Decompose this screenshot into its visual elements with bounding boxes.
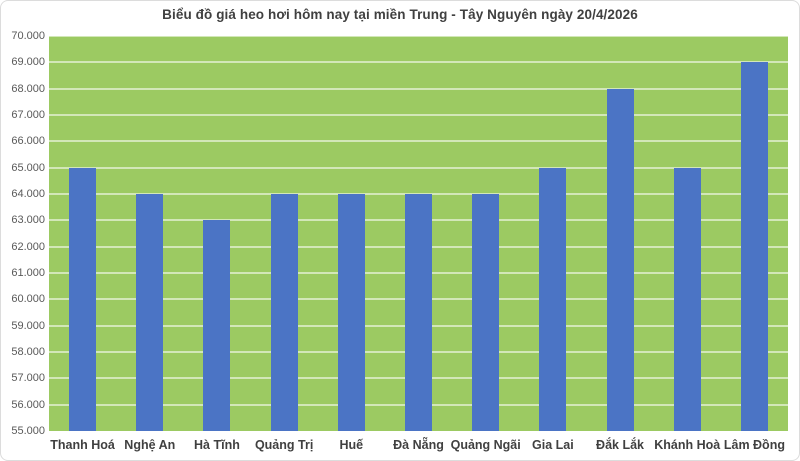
y-tick-label: 63.000: [11, 214, 45, 227]
gridline: [49, 35, 788, 37]
y-tick-label: 66.000: [11, 135, 45, 148]
chart-title: Biểu đồ giá heo hơi hôm nay tại miền Tru…: [162, 7, 638, 22]
gridline: [49, 87, 788, 90]
bar-Huế: [338, 194, 365, 431]
y-tick-label: 59.000: [11, 319, 45, 332]
bar-Đà Nẵng: [405, 194, 432, 431]
y-tick-label: 58.000: [11, 346, 45, 358]
x-tick-label: Gia Lai: [532, 438, 574, 452]
x-tick-label: Thanh Hoá: [50, 438, 115, 452]
bar-Thanh Hoá: [69, 168, 96, 431]
bar-Hà Tĩnh: [203, 220, 230, 431]
x-tick-label: Đắk Lắk: [596, 438, 645, 452]
y-tick-label: 57.000: [11, 372, 45, 385]
y-tick-label: 56.000: [11, 398, 45, 411]
x-tick-label: Hà Tĩnh: [194, 438, 240, 452]
bar-Quảng Trị: [271, 194, 298, 431]
x-tick-label: Đà Nẵng: [393, 438, 444, 452]
gridline: [49, 61, 788, 64]
y-tick-label: 69.000: [11, 56, 45, 69]
y-tick-label: 65.000: [11, 161, 45, 174]
bar-Đắk Lắk: [607, 89, 634, 431]
x-tick-label: Khánh Hoà: [654, 438, 721, 452]
x-tick-label: Quảng Trị: [254, 438, 314, 452]
y-tick-label: 55.000: [11, 425, 45, 437]
y-tick-label: 64.000: [11, 188, 45, 200]
bar-Quảng Ngãi: [472, 194, 499, 431]
y-tick-label: 61.000: [11, 267, 45, 279]
gridline: [49, 140, 788, 143]
bar-Lâm Đồng: [741, 62, 768, 431]
x-tick-label: Huế: [339, 438, 364, 452]
y-tick-label: 68.000: [11, 82, 45, 95]
y-tick-label: 60.000: [11, 293, 45, 306]
y-tick-label: 62.000: [11, 240, 45, 253]
plot-area: [49, 35, 788, 431]
x-tick-label: Quảng Ngãi: [450, 438, 521, 452]
x-tick-label: Nghệ An: [124, 438, 176, 452]
y-tick-label: 67.000: [11, 109, 45, 121]
y-tick-label: 70.000: [11, 30, 45, 42]
bar-Khánh Hoà: [674, 168, 701, 431]
x-tick-label: Lâm Đồng: [723, 438, 785, 452]
bar-Gia Lai: [539, 168, 566, 431]
bar-Nghệ An: [136, 194, 163, 431]
gridline: [49, 114, 788, 116]
